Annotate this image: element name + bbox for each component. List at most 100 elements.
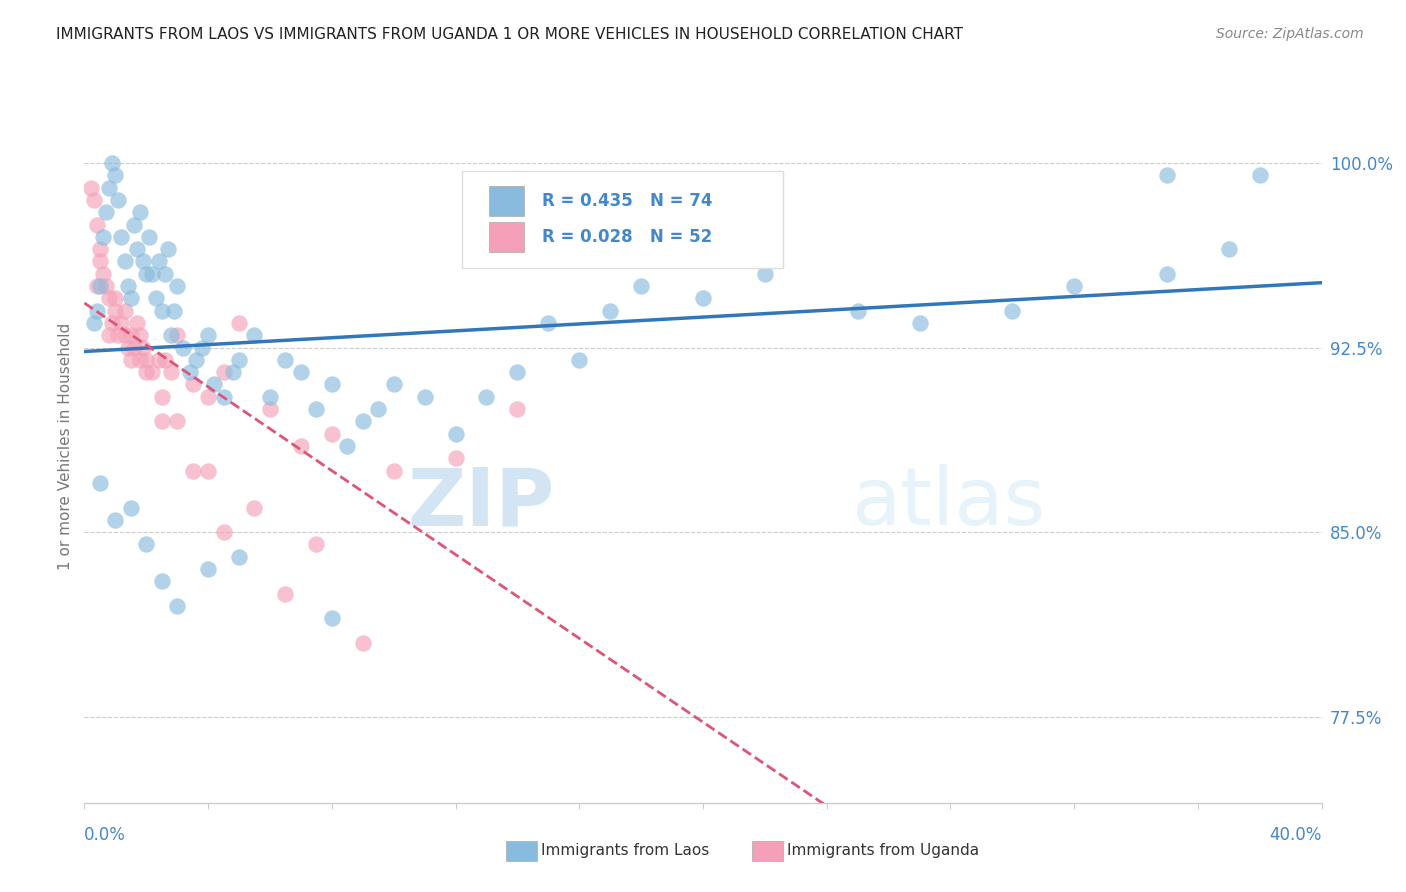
Point	[120, 500, 142, 515]
Point	[692, 291, 714, 305]
Text: Immigrants from Laos: Immigrants from Laos	[541, 844, 710, 858]
Point	[228, 352, 250, 367]
Point	[197, 562, 219, 576]
Point	[352, 636, 374, 650]
Point	[150, 414, 173, 428]
Point	[89, 254, 111, 268]
Point	[122, 341, 145, 355]
Point	[153, 267, 176, 281]
Point	[166, 279, 188, 293]
Point	[181, 464, 204, 478]
Point	[129, 352, 152, 367]
Y-axis label: 1 or more Vehicles in Household: 1 or more Vehicles in Household	[58, 322, 73, 570]
Point	[120, 352, 142, 367]
Point	[114, 328, 136, 343]
Point	[228, 549, 250, 564]
Point	[475, 390, 498, 404]
Point	[160, 365, 183, 379]
Point	[228, 316, 250, 330]
Point	[754, 267, 776, 281]
Text: atlas: atlas	[852, 464, 1046, 542]
Text: Immigrants from Uganda: Immigrants from Uganda	[787, 844, 980, 858]
Point	[243, 328, 266, 343]
Point	[197, 328, 219, 343]
Point	[135, 352, 157, 367]
Point	[150, 574, 173, 589]
Point	[444, 451, 467, 466]
Point	[83, 193, 105, 207]
Point	[274, 587, 297, 601]
Point	[305, 537, 328, 551]
Point	[156, 242, 179, 256]
Point	[91, 230, 114, 244]
Point	[172, 341, 194, 355]
Point	[1218, 242, 1240, 256]
Point	[568, 352, 591, 367]
Point	[290, 439, 312, 453]
Point	[259, 402, 281, 417]
Point	[89, 242, 111, 256]
Point	[1001, 303, 1024, 318]
Point	[382, 377, 405, 392]
Point	[129, 205, 152, 219]
Point	[243, 500, 266, 515]
Point	[86, 218, 108, 232]
Point	[117, 341, 139, 355]
Point	[444, 426, 467, 441]
Point	[321, 426, 343, 441]
Point	[114, 254, 136, 268]
Point	[145, 291, 167, 305]
Point	[202, 377, 225, 392]
Point	[125, 316, 148, 330]
Point	[114, 303, 136, 318]
Point	[135, 537, 157, 551]
Point	[506, 365, 529, 379]
Point	[101, 316, 124, 330]
Point	[352, 414, 374, 428]
Point	[107, 328, 129, 343]
Point	[413, 390, 436, 404]
Text: ZIP: ZIP	[408, 464, 554, 542]
Text: Source: ZipAtlas.com: Source: ZipAtlas.com	[1216, 27, 1364, 41]
Point	[104, 303, 127, 318]
Point	[321, 611, 343, 625]
Point	[94, 205, 117, 219]
Point	[1063, 279, 1085, 293]
Point	[367, 402, 389, 417]
Point	[135, 365, 157, 379]
Text: IMMIGRANTS FROM LAOS VS IMMIGRANTS FROM UGANDA 1 OR MORE VEHICLES IN HOUSEHOLD C: IMMIGRANTS FROM LAOS VS IMMIGRANTS FROM …	[56, 27, 963, 42]
Point	[117, 279, 139, 293]
Point	[166, 328, 188, 343]
Point	[150, 390, 173, 404]
Point	[212, 365, 235, 379]
Point	[120, 291, 142, 305]
Point	[197, 464, 219, 478]
Point	[104, 291, 127, 305]
Point	[148, 254, 170, 268]
Point	[212, 390, 235, 404]
Point	[135, 267, 157, 281]
Point	[166, 599, 188, 613]
Point	[1156, 169, 1178, 183]
Point	[184, 352, 207, 367]
Point	[110, 316, 132, 330]
Point	[166, 414, 188, 428]
Point	[83, 316, 105, 330]
Point	[107, 193, 129, 207]
Point	[259, 390, 281, 404]
FancyBboxPatch shape	[461, 171, 783, 268]
Point	[846, 303, 869, 318]
Point	[305, 402, 328, 417]
Point	[79, 180, 101, 194]
Bar	[489, 222, 523, 252]
Point	[1156, 267, 1178, 281]
Point	[908, 316, 931, 330]
Point	[132, 341, 155, 355]
Point	[91, 267, 114, 281]
Text: 0.0%: 0.0%	[84, 826, 127, 844]
Point	[120, 328, 142, 343]
Point	[506, 402, 529, 417]
Point	[179, 365, 201, 379]
Point	[537, 316, 560, 330]
Point	[86, 279, 108, 293]
